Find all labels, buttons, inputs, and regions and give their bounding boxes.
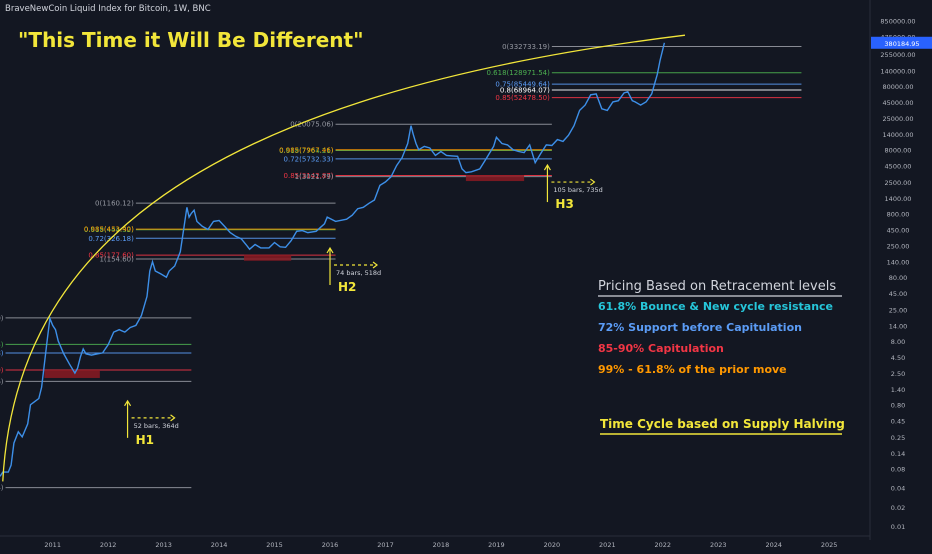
y-tick-label: 0.01 <box>891 523 905 531</box>
fib-level-label: 0.85(2.80) <box>0 366 4 374</box>
fib-level-label: 1(154.60) <box>99 255 134 263</box>
y-tick-label: 8.00 <box>891 338 905 346</box>
halving-bars-label: 74 bars, 518d <box>336 269 381 277</box>
y-tick-label: 800.00 <box>887 210 910 218</box>
fib-level-label: 1(3021.79) <box>295 173 334 181</box>
y-tick-label: 255000.00 <box>880 51 915 59</box>
x-tick-label: 2016 <box>322 541 339 549</box>
y-tick-label: 8000.00 <box>885 147 912 155</box>
fib-level-label: 1(1.86) <box>0 378 4 386</box>
fib-level-label: 0.618(128971.54) <box>487 69 551 77</box>
capitulation-zone <box>44 369 100 378</box>
halving-label: H1 <box>136 433 154 447</box>
fib-level-label: 0.618(7764.21) <box>279 147 334 155</box>
fib-level-label: 0.85(177.60) <box>88 252 134 260</box>
legend-item-85: 85-90% Capitulation <box>598 342 724 355</box>
parabolic-curve <box>2 34 686 482</box>
current-price-tag <box>871 36 932 49</box>
fib-level-label: 0(1160.12) <box>95 200 134 208</box>
fib-level-label: 0.72(5732.33) <box>284 155 334 163</box>
y-tick-label: 4.50 <box>891 354 905 362</box>
halving-dash-head <box>170 414 176 422</box>
halving-label: H3 <box>555 197 573 211</box>
y-tick-label: 0.45 <box>891 418 905 426</box>
fib-level-label: 0(20075.06) <box>290 121 334 129</box>
y-tick-label: 2.50 <box>891 370 905 378</box>
x-tick-label: 2014 <box>211 541 228 549</box>
current-price-label: 380184.95 <box>884 40 919 48</box>
fib-level-label: 0.618(444.32) <box>84 226 134 234</box>
y-tick-label: 0.08 <box>891 465 905 473</box>
fib-level-label: 0(18.40) <box>0 314 4 322</box>
capitulation-zone <box>465 175 525 182</box>
y-tick-label: 45.00 <box>889 290 908 298</box>
y-tick-label: 45000.00 <box>882 99 913 107</box>
halving-arrowhead <box>124 399 132 407</box>
x-tick-label: 2012 <box>100 541 117 549</box>
y-tick-label: 80.00 <box>889 274 908 282</box>
y-tick-label: 140.00 <box>887 259 910 267</box>
x-tick-label: 2025 <box>821 541 838 549</box>
y-tick-label: 450.00 <box>887 226 910 234</box>
y-tick-label: 0.80 <box>891 402 905 410</box>
halving-bars-label: 105 bars, 735d <box>553 186 602 194</box>
halving-dash-head <box>372 261 379 269</box>
x-tick-label: 2020 <box>544 541 561 549</box>
halving-dash-head <box>590 178 596 186</box>
x-tick-label: 2011 <box>44 541 61 549</box>
legend-item-99: 99% - 61.8% of the prior move <box>598 363 787 376</box>
y-tick-label: 250.00 <box>887 243 910 251</box>
fib-level-label: 0(332733.19) <box>502 43 550 51</box>
y-tick-label: 850000.00 <box>880 17 915 25</box>
y-tick-label: 14000.00 <box>882 131 913 139</box>
y-tick-label: 4500.00 <box>885 163 912 171</box>
y-tick-label: 0.14 <box>891 450 905 458</box>
halving-label: H2 <box>338 280 356 294</box>
fib-level-label: 0.75(85449.64) <box>495 81 550 89</box>
x-tick-label: 2024 <box>765 541 782 549</box>
halving-bars-label: 52 bars, 364d <box>134 422 179 430</box>
fib-level-label: 0.72(5.18) <box>0 349 4 357</box>
x-tick-label: 2017 <box>377 541 394 549</box>
legend-item-72: 72% Support before Capitulation <box>598 321 802 334</box>
fib-level-label: 1(0.04) <box>0 484 4 492</box>
x-tick-label: 2019 <box>488 541 505 549</box>
capitulation-zone <box>244 254 292 261</box>
fib-level-label: 0.85(52478.50) <box>495 94 550 102</box>
x-tick-label: 2018 <box>433 541 450 549</box>
legend-footer: Time Cycle based on Supply Halving <box>600 417 845 431</box>
y-tick-label: 0.04 <box>891 485 905 493</box>
x-tick-label: 2022 <box>655 541 672 549</box>
fib-level-label: 0.85(3142.87) <box>284 172 334 180</box>
y-tick-label: 80000.00 <box>882 83 913 91</box>
y-tick-label: 14.00 <box>889 322 908 330</box>
legend-item-618: 61.8% Bounce & New cycle resistance <box>598 300 833 313</box>
halving-arrowhead <box>326 246 334 254</box>
y-tick-label: 25000.00 <box>882 115 913 123</box>
symbol-title: BraveNewCoin Liquid Index for Bitcoin, 1… <box>5 4 211 14</box>
halving-arrowhead <box>543 163 551 171</box>
y-tick-label: 1400.00 <box>885 195 912 203</box>
y-tick-label: 1.40 <box>891 386 905 394</box>
y-tick-label: 0.25 <box>891 434 905 442</box>
y-tick-label: 140000.00 <box>880 67 915 75</box>
y-tick-label: 2500.00 <box>885 179 912 187</box>
legend-title: Pricing Based on Retracement levels <box>598 279 836 294</box>
fib-level-label: 0.985(453.40) <box>84 226 134 234</box>
headline: "This Time it Will Be Different" <box>18 28 364 52</box>
fib-level-label: 0.618(7.05) <box>0 341 4 349</box>
price-line <box>0 42 666 477</box>
y-tick-label: 0.02 <box>891 504 905 512</box>
fib-level-label: 0.985(7967.46) <box>279 146 334 154</box>
x-tick-label: 2013 <box>155 541 172 549</box>
x-tick-label: 2015 <box>266 541 283 549</box>
y-tick-label: 25.00 <box>889 306 908 314</box>
x-tick-label: 2023 <box>710 541 727 549</box>
x-tick-label: 2021 <box>599 541 616 549</box>
fib-level-label: 0.8(68964.07) <box>500 87 550 95</box>
